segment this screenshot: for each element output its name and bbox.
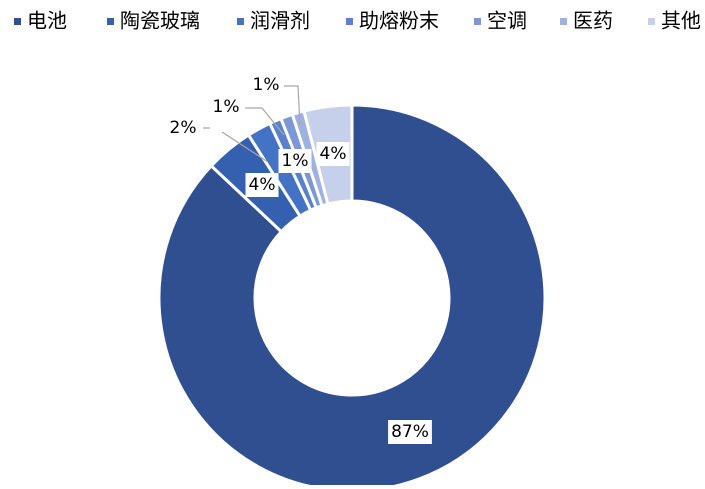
value-label: 1% — [253, 75, 280, 95]
leader-line — [203, 127, 269, 163]
legend-label: 润滑剂 — [250, 9, 310, 33]
value-label: 4% — [320, 144, 347, 164]
legend-swatch — [237, 18, 244, 25]
legend-swatch — [560, 18, 567, 25]
donut-slice — [157, 103, 547, 489]
legend-label: 助熔粉末 — [359, 9, 439, 33]
legend-swatch — [107, 18, 114, 25]
value-label: 4% — [249, 175, 276, 195]
legend-label: 医药 — [573, 9, 613, 33]
legend-label: 其他 — [661, 9, 701, 33]
legend-swatch — [474, 18, 481, 25]
value-label-box — [278, 149, 312, 173]
value-label: 87% — [391, 422, 429, 442]
value-label: 2% — [170, 118, 197, 138]
value-label-box — [388, 420, 432, 444]
legend-swatch — [346, 18, 353, 25]
legend-label: 陶瓷玻璃 — [120, 9, 200, 33]
legend-swatch — [648, 18, 655, 25]
value-label: 1% — [213, 97, 240, 117]
leader-line — [245, 107, 285, 136]
value-label: 1% — [282, 151, 309, 171]
leader-line — [284, 85, 301, 126]
legend-swatch — [14, 18, 21, 25]
legend-label: 空调 — [487, 9, 527, 33]
legend-label: 电池 — [27, 9, 67, 33]
value-label-box — [316, 142, 350, 166]
value-label-box — [245, 173, 279, 197]
